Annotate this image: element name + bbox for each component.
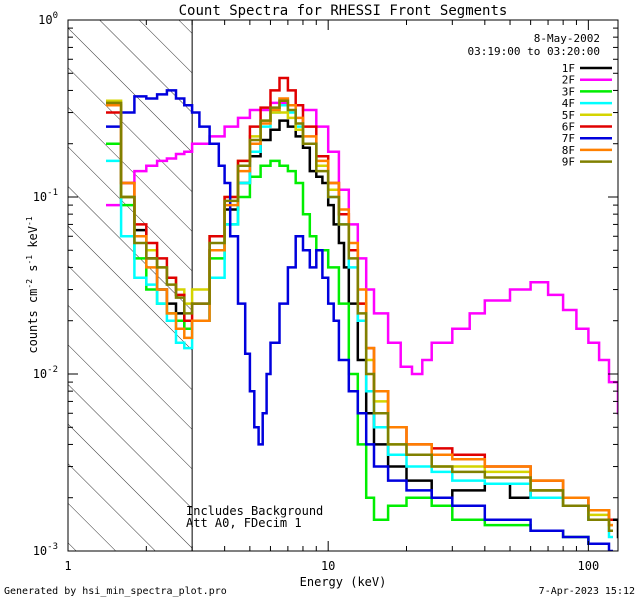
x-tick-label: 1 xyxy=(64,559,71,573)
date-label: 8-May-2002 xyxy=(534,32,600,45)
legend-label: 2F xyxy=(562,74,575,87)
y-tick-label: 100 xyxy=(38,11,58,27)
footer-generated-by: Generated by hsi_min_spectra_plot.pro xyxy=(4,586,227,597)
x-tick-label: 10 xyxy=(321,559,335,573)
legend-label: 6F xyxy=(562,121,575,134)
series-line-8F xyxy=(106,97,613,527)
x-axis-label: Energy (keV) xyxy=(300,575,387,589)
x-tick-label: 100 xyxy=(578,559,600,573)
legend-label: 3F xyxy=(562,85,575,98)
y-label-exp: -1 xyxy=(25,216,34,226)
y-label-part: counts cm xyxy=(26,289,40,354)
legend-label: 8F xyxy=(562,144,575,157)
plot-frame xyxy=(67,19,619,552)
y-axis-label: counts cm-2 s-1 keV-1 xyxy=(25,216,40,353)
legend-label: 5F xyxy=(562,109,575,122)
y-label-part: keV xyxy=(26,226,40,255)
footer-timestamp: 7-Apr-2023 15:12 xyxy=(539,586,635,597)
legend-label: 1F xyxy=(562,62,575,75)
y-tick-label: 10-1 xyxy=(33,188,58,204)
y-tick-label: 10-2 xyxy=(33,365,58,381)
y-label-part: s xyxy=(26,265,40,279)
y-label-exp: -1 xyxy=(25,255,34,265)
series-line-9F xyxy=(106,99,613,533)
legend-label: 7F xyxy=(562,132,575,145)
legend-label: 4F xyxy=(562,97,575,110)
series-line-7F xyxy=(106,89,613,551)
annotation-attenuator: Att A0, FDecim 1 xyxy=(186,516,302,530)
series-line-2F xyxy=(106,101,618,415)
chart-title: Count Spectra for RHESSI Front Segments xyxy=(179,3,508,19)
annotation-background: Includes Background xyxy=(186,504,323,518)
series-line-4F xyxy=(106,103,613,539)
y-label-exp: -2 xyxy=(25,279,34,289)
legend-label: 9F xyxy=(562,156,575,169)
y-tick-label: 10-3 xyxy=(33,542,58,558)
time-range-label: 03:19:00 to 03:20:00 xyxy=(468,45,600,58)
